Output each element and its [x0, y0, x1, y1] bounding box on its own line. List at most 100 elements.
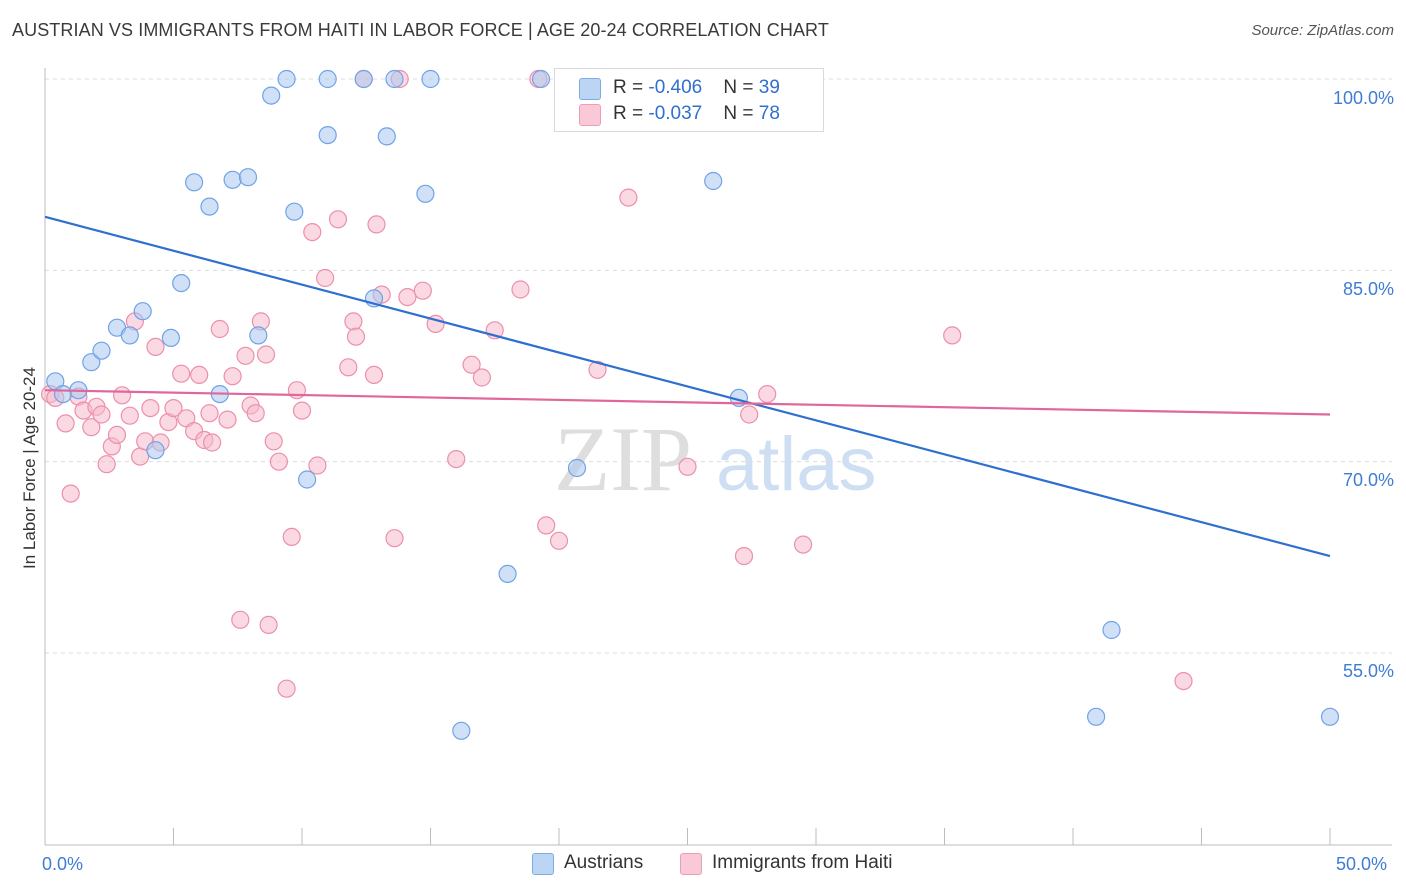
data-point: [413, 281, 432, 300]
data-point: [588, 360, 607, 379]
data-point: [298, 470, 317, 489]
y-tick-label: 70.0%: [1342, 470, 1394, 490]
data-point: [277, 69, 296, 89]
stats-legend: R = -0.406 N = 39 R = -0.037 N = 78: [554, 68, 824, 132]
data-point: [246, 404, 265, 423]
bottom-swatch-haiti: [680, 853, 702, 875]
watermark: ZIP atlas: [554, 408, 877, 510]
data-point: [1102, 620, 1121, 640]
data-point: [511, 280, 530, 299]
data-point: [1174, 671, 1193, 691]
data-point: [277, 679, 296, 698]
watermark-atlas: atlas: [716, 422, 877, 507]
data-point: [259, 615, 278, 635]
data-point: [567, 458, 587, 478]
legend-swatch-austrians: [579, 78, 601, 100]
data-point: [537, 516, 556, 535]
data-point: [452, 721, 471, 740]
data-point: [92, 341, 111, 360]
data-point: [141, 399, 160, 418]
data-point: [161, 328, 180, 347]
data-point: [238, 168, 258, 187]
gridlines: [45, 78, 1392, 654]
data-point: [249, 326, 268, 345]
data-point: [462, 355, 481, 374]
data-point: [210, 319, 229, 339]
data-point: [185, 173, 204, 192]
data-point: [316, 268, 335, 288]
data-point: [133, 302, 152, 321]
data-point: [269, 452, 288, 471]
data-point: [619, 188, 638, 207]
data-point: [256, 345, 276, 364]
bottom-label-haiti: Immigrants from Haiti: [712, 852, 893, 873]
data-point: [1086, 707, 1106, 726]
data-point: [107, 425, 127, 444]
series-haiti-points: [40, 69, 1193, 698]
data-point: [1320, 707, 1340, 726]
data-point: [758, 385, 777, 404]
data-point: [318, 69, 337, 89]
data-point: [364, 365, 384, 384]
data-point: [328, 210, 348, 229]
data-point: [303, 223, 322, 242]
data-point: [943, 326, 962, 345]
data-point: [282, 527, 301, 547]
watermark-zip: ZIP: [554, 408, 692, 510]
data-point: [292, 401, 312, 420]
y-axis-label: In Labor Force | Age 20-24: [20, 367, 39, 569]
data-point: [218, 410, 237, 429]
data-point: [203, 433, 222, 452]
data-point: [262, 86, 281, 105]
data-point: [92, 405, 111, 424]
data-point: [172, 274, 191, 293]
data-point: [549, 531, 569, 550]
data-point: [678, 457, 697, 476]
data-point: [447, 450, 466, 469]
data-point: [367, 215, 386, 234]
data-point: [377, 127, 396, 146]
data-point: [164, 399, 183, 418]
legend-text-haiti: R = -0.037 N = 78: [613, 103, 780, 124]
data-point: [264, 432, 283, 451]
data-point: [318, 126, 337, 145]
trend-lines: [44, 215, 1331, 558]
data-point: [53, 385, 73, 404]
data-point: [416, 184, 435, 203]
data-point: [793, 535, 813, 554]
data-point: [285, 202, 304, 221]
data-point: [112, 386, 132, 405]
legend-text-austrians: R = -0.406 N = 39: [613, 77, 780, 98]
y-tick-label: 55.0%: [1342, 661, 1394, 681]
axes: [44, 68, 1392, 846]
data-point: [146, 337, 165, 356]
data-point: [346, 327, 366, 346]
data-point: [308, 456, 327, 475]
data-point: [61, 484, 80, 503]
chart-title: AUSTRIAN VS IMMIGRANTS FROM HAITI IN LAB…: [12, 20, 829, 40]
data-point: [120, 406, 139, 425]
data-point: [385, 69, 404, 89]
data-point: [704, 171, 723, 191]
data-point: [131, 447, 150, 466]
data-point: [190, 365, 209, 384]
y-tick-label: 85.0%: [1342, 279, 1394, 299]
data-point: [172, 364, 191, 383]
data-point: [146, 441, 165, 460]
trend-line-austrians: [44, 215, 1331, 558]
data-point: [734, 546, 754, 566]
data-point: [97, 455, 116, 474]
legend-swatch-haiti: [579, 104, 601, 126]
series-austrians-points: [46, 69, 1340, 740]
data-point: [120, 326, 139, 345]
data-point: [339, 358, 358, 377]
data-point: [231, 610, 250, 629]
data-point: [740, 405, 759, 424]
data-point: [398, 288, 417, 307]
source-label: Source: ZipAtlas.com: [1251, 22, 1394, 39]
x-tick-label-min: 0.0%: [42, 854, 84, 874]
data-point: [56, 414, 75, 433]
bottom-label-austrians: Austrians: [564, 852, 644, 873]
data-point: [531, 69, 551, 89]
